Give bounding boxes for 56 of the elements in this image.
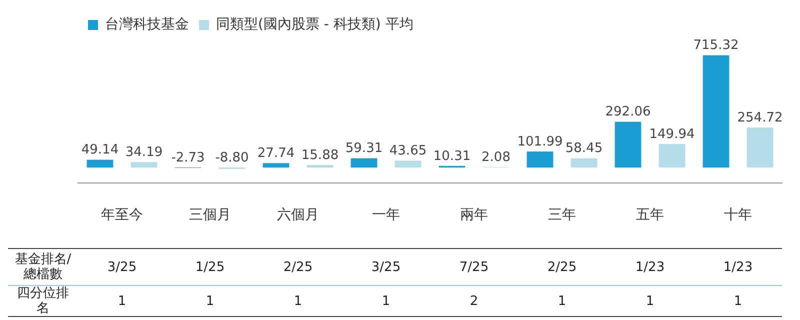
- bar: [350, 158, 378, 168]
- text: 四分位排名: [16, 286, 70, 316]
- data-label: 101.99: [517, 134, 563, 150]
- legend-label: 同類型(國內股票 - 科技類) 平均: [216, 16, 414, 33]
- text: 2/25: [282, 260, 314, 274]
- bar: [526, 152, 554, 168]
- bar: [746, 128, 774, 168]
- bar: [702, 55, 730, 168]
- data-label: 34.19: [125, 145, 163, 160]
- data-label: 15.88: [301, 148, 339, 163]
- legend-label: 台灣科技基金: [105, 16, 189, 33]
- bar: [262, 163, 290, 168]
- bar: [570, 158, 598, 168]
- text: 1: [380, 294, 392, 308]
- data-label: 27.74: [257, 146, 295, 162]
- data-label: -8.80: [215, 150, 249, 166]
- bar: [394, 160, 422, 168]
- text: 7/25: [458, 260, 490, 274]
- x-tick-label: 十年: [724, 207, 752, 224]
- x-tick-label: 六個月: [277, 207, 319, 224]
- data-label: 2.08: [482, 150, 510, 166]
- bar: [130, 162, 158, 168]
- text: 2: [468, 294, 480, 308]
- text: 3/25: [370, 260, 402, 274]
- bar: [306, 165, 334, 168]
- data-label: 49.14: [81, 142, 119, 158]
- data-label: 715.32: [693, 38, 739, 54]
- x-tick-label: 三年: [548, 207, 576, 224]
- text: 1: [644, 294, 656, 308]
- data-label: 292.06: [605, 104, 651, 120]
- data-label: -2.73: [171, 150, 205, 166]
- x-tick-label: 五年: [636, 207, 664, 224]
- text: 1/25: [194, 260, 226, 274]
- text: 3/25: [106, 260, 138, 274]
- x-tick-label: 三個月: [189, 207, 231, 224]
- text: 基金排名/總檔數: [14, 252, 72, 282]
- x-tick-label: 兩年: [460, 207, 488, 224]
- text: 1: [116, 294, 128, 308]
- bar: [658, 144, 686, 168]
- text: 1/23: [722, 260, 754, 274]
- data-label: 43.65: [389, 144, 427, 159]
- x-tick-label: 年至今: [101, 207, 143, 224]
- data-label: 10.31: [433, 148, 471, 164]
- text: 1/23: [634, 260, 666, 274]
- bar: [614, 122, 642, 168]
- text: 2/25: [546, 260, 578, 274]
- data-label: 58.45: [565, 141, 603, 156]
- x-tick-label: 一年: [372, 207, 400, 224]
- text: 1: [556, 294, 568, 308]
- data-label: 59.31: [345, 141, 383, 156]
- data-label: 254.72: [737, 110, 783, 126]
- text: 1: [292, 294, 304, 308]
- text: 1: [204, 294, 216, 308]
- data-label: 149.94: [649, 126, 695, 142]
- bar: [86, 160, 114, 168]
- text: 1: [732, 294, 744, 308]
